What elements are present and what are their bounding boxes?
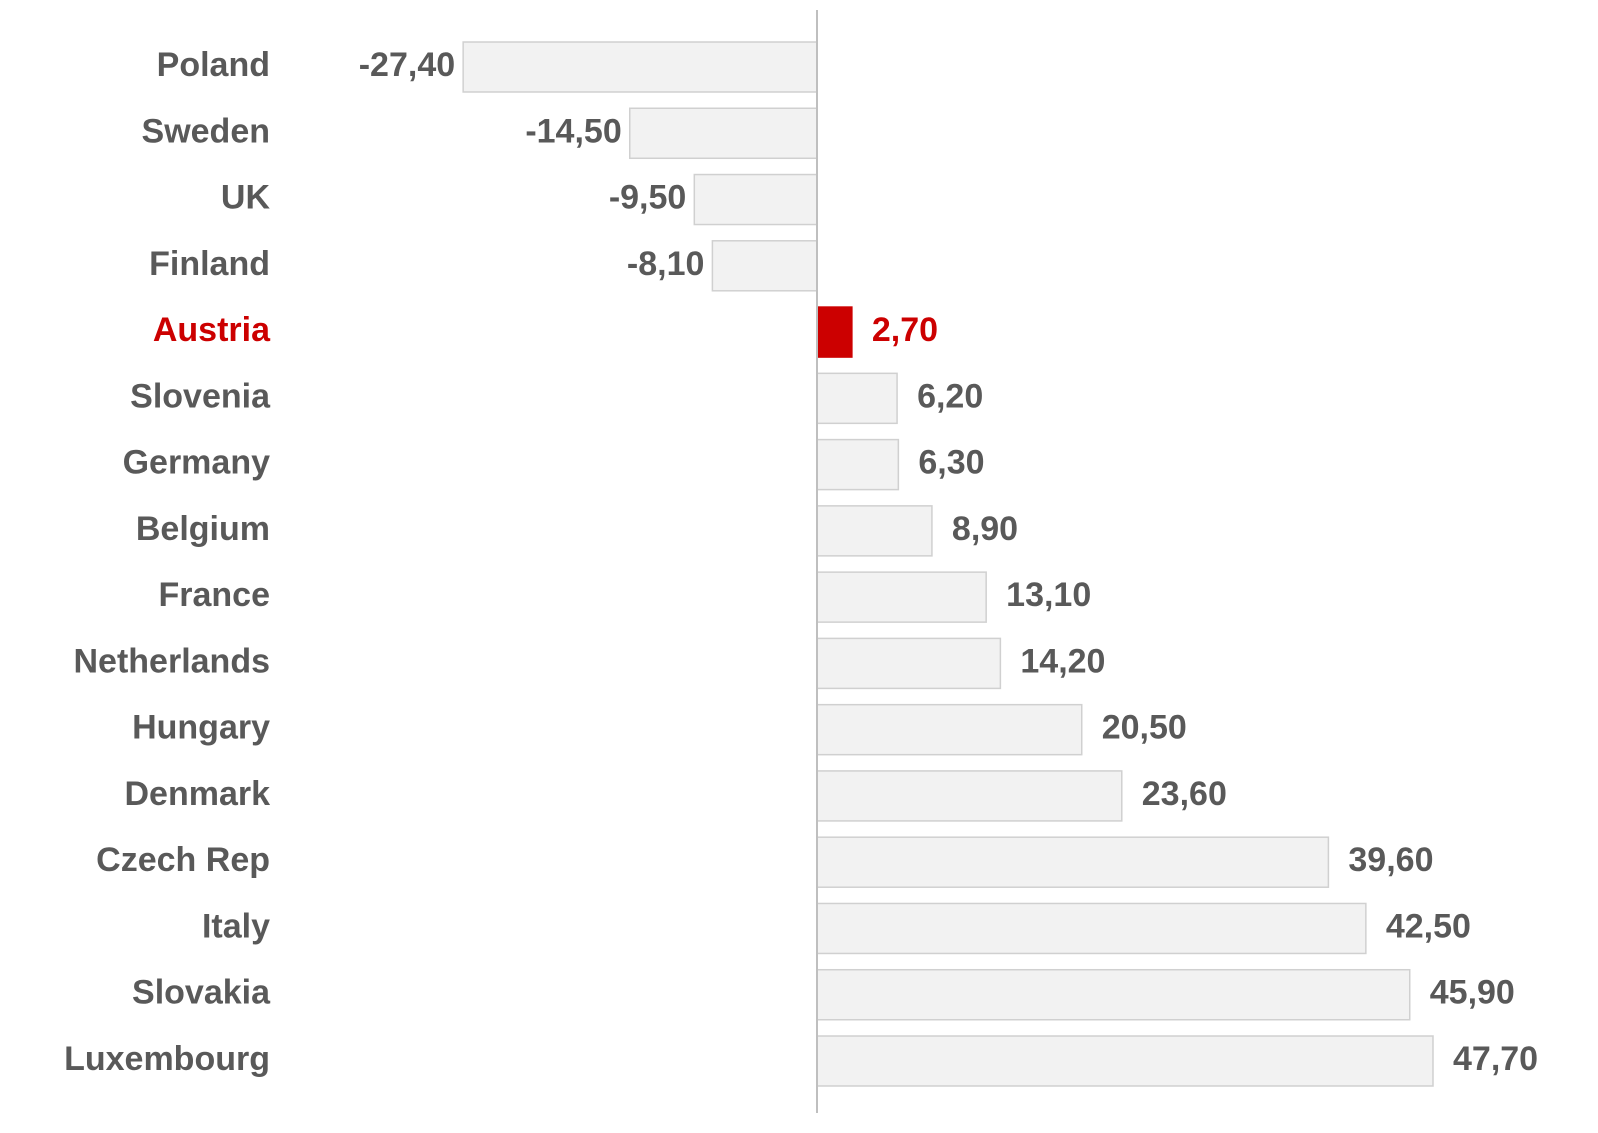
category-label: Germany — [123, 444, 270, 482]
bar — [693, 173, 818, 226]
value-label: 45,90 — [1430, 974, 1515, 1012]
category-label: Netherlands — [74, 642, 271, 680]
value-label: 42,50 — [1386, 907, 1471, 945]
value-label: 13,10 — [1006, 576, 1091, 614]
category-label: UK — [221, 179, 271, 217]
bar — [816, 306, 853, 358]
category-label: Belgium — [136, 510, 270, 548]
value-label: -9,50 — [609, 179, 687, 217]
category-label: Italy — [202, 907, 270, 945]
value-label: 6,30 — [918, 444, 984, 482]
value-label: 6,20 — [917, 377, 983, 415]
bar — [816, 770, 1123, 822]
bar — [711, 240, 818, 292]
bar — [816, 571, 987, 623]
bar — [816, 637, 1002, 690]
bar — [816, 968, 1411, 1021]
value-label: 39,60 — [1348, 841, 1433, 879]
category-label: Austria — [153, 311, 271, 349]
category-label: Sweden — [142, 112, 270, 150]
bar — [628, 107, 818, 160]
bar — [816, 1035, 1434, 1087]
value-label: 8,90 — [952, 510, 1018, 548]
value-label: -8,10 — [627, 245, 705, 283]
bar — [816, 836, 1330, 888]
category-label: Slovakia — [132, 974, 271, 1012]
category-label: Finland — [149, 245, 270, 283]
value-label: 23,60 — [1142, 775, 1227, 813]
value-label: -27,40 — [359, 46, 455, 84]
category-label: France — [159, 576, 271, 614]
bar — [816, 703, 1083, 756]
bar — [816, 438, 900, 491]
category-label: Denmark — [124, 775, 270, 813]
category-label: Czech Rep — [96, 841, 270, 879]
category-label: Poland — [157, 46, 270, 84]
category-label: Slovenia — [130, 377, 271, 415]
value-label: -14,50 — [525, 112, 621, 150]
category-label: Luxembourg — [64, 1040, 270, 1078]
bar — [462, 41, 818, 93]
value-label: 20,50 — [1102, 709, 1187, 747]
value-label: 2,70 — [872, 311, 938, 349]
bar — [816, 902, 1367, 955]
category-label: Hungary — [132, 709, 270, 747]
bar — [816, 505, 933, 557]
value-label: 47,70 — [1453, 1040, 1538, 1078]
bar — [816, 372, 898, 425]
value-label: 14,20 — [1020, 642, 1105, 680]
